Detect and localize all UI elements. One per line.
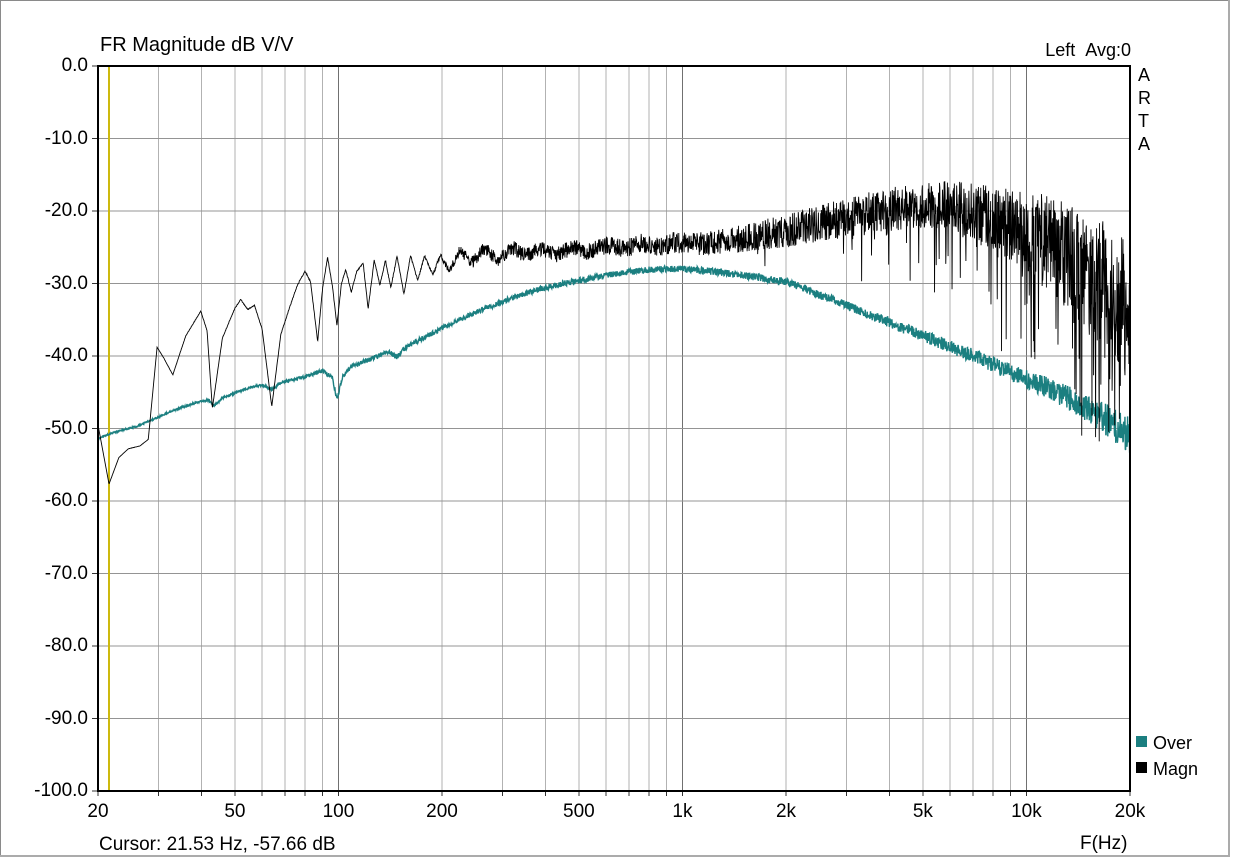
y-tick-label--90.0: -90.0	[44, 707, 88, 729]
series-curve-over	[97, 264, 1131, 453]
x-axis-unit-label: F(Hz)	[1080, 833, 1128, 854]
window-border-left	[0, 0, 1, 857]
channel-average-status: Left Avg:0	[900, 40, 1131, 61]
y-tick-label--100.0: -100.0	[34, 780, 88, 801]
x-tick-label-2k: 2k	[775, 801, 797, 822]
y-tick-label--10.0: -10.0	[44, 127, 88, 149]
legend-label-over: Over	[1153, 733, 1193, 753]
x-tick-label-500: 500	[563, 801, 595, 822]
x-tick-label-100: 100	[322, 801, 355, 822]
grid-lines	[98, 66, 1130, 791]
x-tick-label-5k: 5k	[912, 801, 933, 822]
x-tick-label-1k: 1k	[672, 801, 693, 822]
y-tick-label--70.0: -70.0	[44, 562, 88, 584]
fr-plot-area[interactable]	[92, 64, 1136, 797]
x-tick-label-10k: 10k	[1011, 801, 1042, 822]
y-tick-label--50.0: -50.0	[44, 417, 88, 439]
y-tick-label--40.0: -40.0	[44, 345, 88, 366]
x-tick-label-50: 50	[224, 801, 246, 822]
y-tick-label--80.0: -80.0	[44, 635, 88, 656]
y-tick-label--60.0: -60.0	[44, 490, 88, 511]
plot-border	[97, 65, 1131, 792]
legend-swatch-magn	[1136, 762, 1147, 773]
y-tick-label--20.0: -20.0	[44, 200, 88, 221]
window-border-top	[0, 0, 1230, 1]
cursor-readout: Cursor: 21.53 Hz, -57.66 dB	[99, 834, 336, 855]
fr-plot-canvas[interactable]	[92, 64, 1136, 797]
avg-counter: Avg:0	[1085, 40, 1131, 60]
legend-label-magn: Magn	[1153, 759, 1199, 779]
axis-ticks	[92, 65, 1131, 796]
y-tick-label-0.0: 0.0	[61, 55, 88, 76]
chart-title: FR Magnitude dB V/V	[100, 34, 294, 56]
y-tick-label--30.0: -30.0	[44, 272, 88, 294]
x-tick-label-20k: 20k	[1114, 801, 1146, 822]
x-tick-label-20: 20	[87, 801, 109, 822]
channel-label: Left	[1045, 40, 1076, 60]
window-border-bottom	[0, 855, 1230, 857]
window-border-right	[1228, 0, 1230, 857]
series-curve-magn	[97, 181, 1131, 485]
x-tick-label-200: 200	[426, 801, 458, 822]
legend-swatch-over	[1136, 736, 1147, 747]
